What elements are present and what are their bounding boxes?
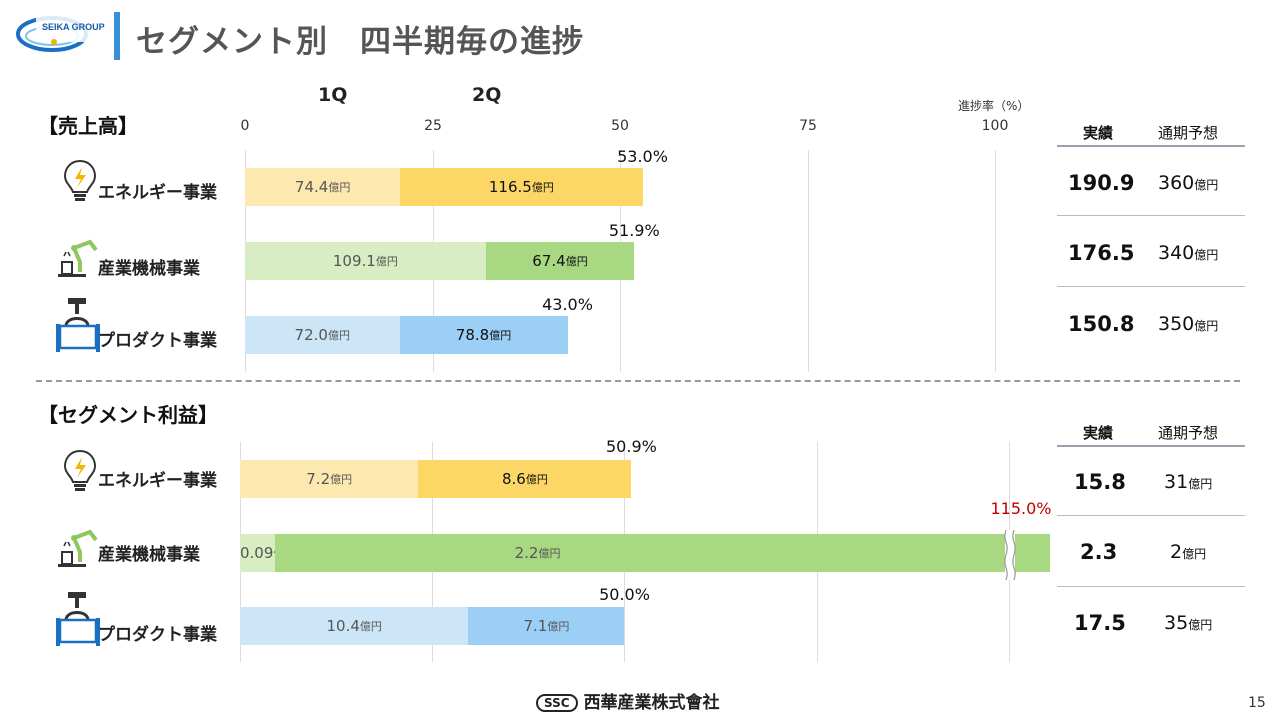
profit-header-actual: 実績 [1083,424,1114,442]
profit-energy-progress-label: 50.9% [605,437,657,456]
profit-machinery-1q-bar: 0.09億円 [240,534,295,572]
tick-label: 25 [424,118,442,134]
sales-forecast-value: 350億円 [1158,313,1219,335]
profit-forecast-value: 2億円 [1170,541,1207,563]
profit-actual-value: 15.8 [1074,470,1126,494]
tick-label: 75 [799,118,817,134]
table-divider [1057,515,1245,516]
sales-product-1q-bar: 72.0 億円 [245,316,400,354]
profit-row-label: エネルギー事業 [98,471,217,491]
footer-mark: SSC [536,694,578,712]
sales-machinery-2q-bar: 67.4 億円 [485,242,635,280]
sales-machinery-progress-label: 51.9% [608,221,660,240]
page-title: セグメント別 四半期毎の進捗 [136,24,584,60]
sales-header-actual: 実績 [1083,124,1114,142]
profit-forecast-value: 31億円 [1164,471,1213,493]
profit-machinery-2q-bar: 2.2 億円 [274,534,1050,572]
table-divider [1057,445,1245,447]
table-divider [1057,286,1245,287]
gridline [995,150,996,372]
sales-energy-progress-label: 53.0% [617,147,668,166]
title-accent-bar [114,12,120,60]
logo-text: SEIKA GROUP [42,22,105,32]
sales-forecast-value: 340億円 [1158,242,1219,264]
lightbulb-icon [63,159,97,201]
seika-group-logo: SEIKA GROUP [16,16,106,52]
tick-label: 100 [981,118,1009,134]
section-separator [36,380,1240,382]
tick-label: 0 [240,118,250,134]
footer-company-name: 西華産業株式會社 [583,693,720,713]
profit-product-1q-bar: 10.4 億円 [240,607,469,645]
sales-section-label: 【売上高】 [38,114,138,138]
profit-row-label: 産業機械事業 [98,545,200,565]
axis-break-marker [1004,530,1016,580]
table-divider [1057,586,1245,587]
page-number: 15 [1248,695,1266,711]
sales-energy-1q-bar: 74.4 億円 [245,168,401,206]
sales-actual-value: 190.9 [1068,171,1135,195]
robot-arm-icon [58,239,98,277]
sales-machinery-1q-bar: 109.1 億円 [245,242,486,280]
sales-actual-value: 176.5 [1068,241,1135,265]
gridline [808,150,809,372]
valve-icon [56,592,100,646]
table-divider [1057,215,1245,216]
sales-energy-2q-bar: 116.5 億円 [400,168,643,206]
axis-unit-label: 進捗率（%） [958,99,1030,113]
profit-energy-1q-bar: 7.2 億円 [240,460,419,498]
sales-row-label: エネルギー事業 [98,183,217,203]
footer-company: SSC 西華産業株式會社 [536,688,720,713]
table-divider [1057,145,1245,147]
profit-header-forecast: 通期予想 [1158,424,1219,442]
sales-forecast-value: 360億円 [1158,172,1219,194]
profit-row-label: プロダクト事業 [98,625,217,645]
sales-product-2q-bar: 78.8 億円 [399,316,568,354]
lightbulb-icon [63,449,97,491]
profit-actual-value: 17.5 [1074,611,1126,635]
sales-actual-value: 150.8 [1068,312,1135,336]
sales-header-forecast: 通期予想 [1158,124,1219,142]
legend-2q: 2Q [472,84,502,106]
sales-row-label: 産業機械事業 [98,259,200,279]
profit-machinery-progress-label: 115.0% [990,499,1052,518]
profit-section-label: 【セグメント利益】 [38,403,218,427]
profit-product-progress-label: 50.0% [599,585,650,604]
sales-product-progress-label: 43.0% [542,295,593,314]
profit-product-2q-bar: 7.1 億円 [468,607,625,645]
robot-arm-icon [58,529,98,567]
valve-icon [56,298,100,352]
profit-actual-value: 2.3 [1080,540,1118,564]
sales-row-label: プロダクト事業 [98,331,217,351]
profit-forecast-value: 35億円 [1164,612,1213,634]
profit-energy-2q-bar: 8.6 億円 [418,460,632,498]
tick-label: 50 [611,118,629,134]
legend-1q: 1Q [318,84,348,106]
